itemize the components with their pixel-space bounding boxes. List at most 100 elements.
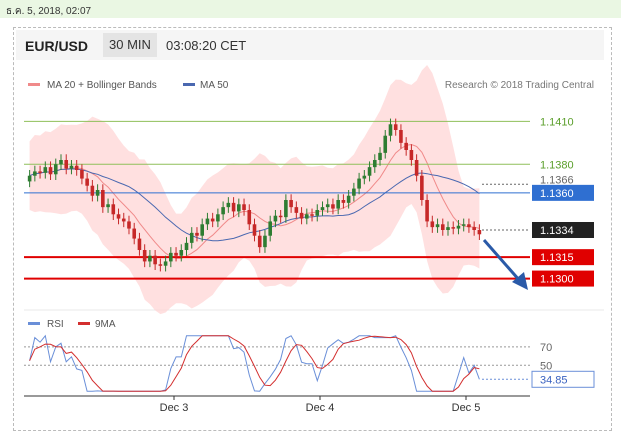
candle-body xyxy=(169,252,173,262)
candle-body xyxy=(467,224,471,228)
candle-body xyxy=(90,185,95,196)
candle-body xyxy=(127,221,131,229)
candles xyxy=(27,118,482,272)
last-price-label-box xyxy=(532,222,594,238)
candle-body xyxy=(74,165,79,170)
support-2-label-text: 1.1300 xyxy=(540,274,574,286)
candle-body xyxy=(85,178,89,186)
candle-body xyxy=(257,235,262,248)
candle-body xyxy=(195,232,199,236)
candle-body xyxy=(116,214,121,219)
timestamp-bar xyxy=(0,0,621,18)
timestamp: ธ.ค. 5, 2018, 02:07 xyxy=(6,6,92,17)
candle-body xyxy=(132,228,137,239)
candle-body xyxy=(289,200,293,208)
candle-body xyxy=(304,214,309,219)
candle-body xyxy=(200,224,205,236)
candle-body xyxy=(320,207,325,210)
candle-body xyxy=(435,224,440,228)
candle-body xyxy=(346,195,351,203)
candle-body xyxy=(456,225,461,229)
x-tick-label: Dec 4 xyxy=(306,402,335,414)
candle-body xyxy=(451,227,456,229)
resistance-1-label-box xyxy=(532,113,594,130)
rsi-ma-legend-label: 9MA xyxy=(95,319,116,330)
candle-body xyxy=(372,160,377,168)
chart-clock: 03:08:20 CET xyxy=(166,38,247,53)
support-1-label-text: 1.1315 xyxy=(540,252,574,264)
candle-body xyxy=(53,164,58,175)
candle-body xyxy=(263,235,267,248)
bollinger-band xyxy=(29,65,480,315)
candle-body xyxy=(231,202,236,212)
forecast-arrow xyxy=(482,239,528,290)
candle-body xyxy=(226,202,231,208)
level-lines xyxy=(24,120,530,280)
candle-body xyxy=(27,175,32,182)
x-axis: Dec 3 Dec 4 Dec 5 xyxy=(24,395,530,414)
candle-body xyxy=(59,160,63,165)
last-price-label-text: 1.1334 xyxy=(540,225,574,237)
candle-body xyxy=(404,142,408,150)
candle-body xyxy=(179,250,184,256)
candle-body xyxy=(299,212,304,219)
rsi-legend-label: RSI xyxy=(47,319,64,330)
candle-body xyxy=(184,242,189,250)
candle-body xyxy=(221,207,225,215)
candle-body xyxy=(331,204,335,209)
candle-body xyxy=(325,204,330,208)
rsi-line xyxy=(29,334,480,392)
candle-body xyxy=(420,175,424,200)
price-labels: 1.1410 1.1380 1.1366 1.1360 1.1334 1.1315 1.13… xyxy=(532,113,594,287)
pair-title: EUR/USD xyxy=(25,38,89,54)
candle-body xyxy=(64,160,69,169)
candle-body xyxy=(142,250,147,262)
candle-body xyxy=(121,218,126,222)
resistance-1-label-text: 1.1410 xyxy=(540,116,574,128)
ma20-legend-swatch xyxy=(28,83,40,86)
ma50-legend-label: MA 50 xyxy=(200,80,229,91)
candle-body xyxy=(252,224,257,236)
candle-body xyxy=(216,214,220,222)
candle-body xyxy=(247,210,252,225)
rsi-50-label: 50 xyxy=(540,360,552,372)
x-tick-label: Dec 3 xyxy=(160,402,189,414)
ma20-legend-label: MA 20 + Bollinger Bands xyxy=(47,80,157,91)
resistance-2-label-box xyxy=(532,156,594,173)
candle-body xyxy=(472,227,476,230)
rsi-ma-line xyxy=(29,335,480,392)
candle-body xyxy=(278,215,283,218)
candle-body xyxy=(106,204,110,208)
rsi-70-label: 70 xyxy=(540,342,552,354)
candle-body xyxy=(137,238,142,250)
rsi-ma-legend-swatch xyxy=(78,322,90,325)
rsi-legend-swatch xyxy=(28,322,40,325)
candle-body xyxy=(425,200,429,222)
candle-body xyxy=(101,190,105,208)
candle-body xyxy=(95,190,100,196)
rsi-panel: 70 50 34.85 xyxy=(24,334,595,392)
candle-body xyxy=(237,204,241,212)
candle-body xyxy=(440,224,445,230)
x-tick-label: Dec 5 xyxy=(452,402,481,414)
chart-frame xyxy=(13,27,612,431)
candle-body xyxy=(163,261,168,266)
candle-body xyxy=(383,135,388,153)
timeframe-badge[interactable]: 30 MIN xyxy=(103,33,157,57)
support-1-label-box xyxy=(532,249,594,266)
candle-body xyxy=(273,215,278,222)
candle-body xyxy=(336,200,340,209)
candle-body xyxy=(430,221,435,228)
candle-body xyxy=(284,200,288,218)
rsi-last-box xyxy=(531,370,595,388)
candle-body xyxy=(477,230,482,235)
credit-text: Research © 2018 Trading Central xyxy=(445,80,594,91)
pivot-label-box xyxy=(532,184,594,201)
candle-body xyxy=(205,218,210,225)
candle-body xyxy=(153,255,157,265)
candle-body xyxy=(409,150,414,160)
candle-body xyxy=(357,178,361,189)
candle-body xyxy=(315,210,320,216)
candle-body xyxy=(148,255,152,262)
